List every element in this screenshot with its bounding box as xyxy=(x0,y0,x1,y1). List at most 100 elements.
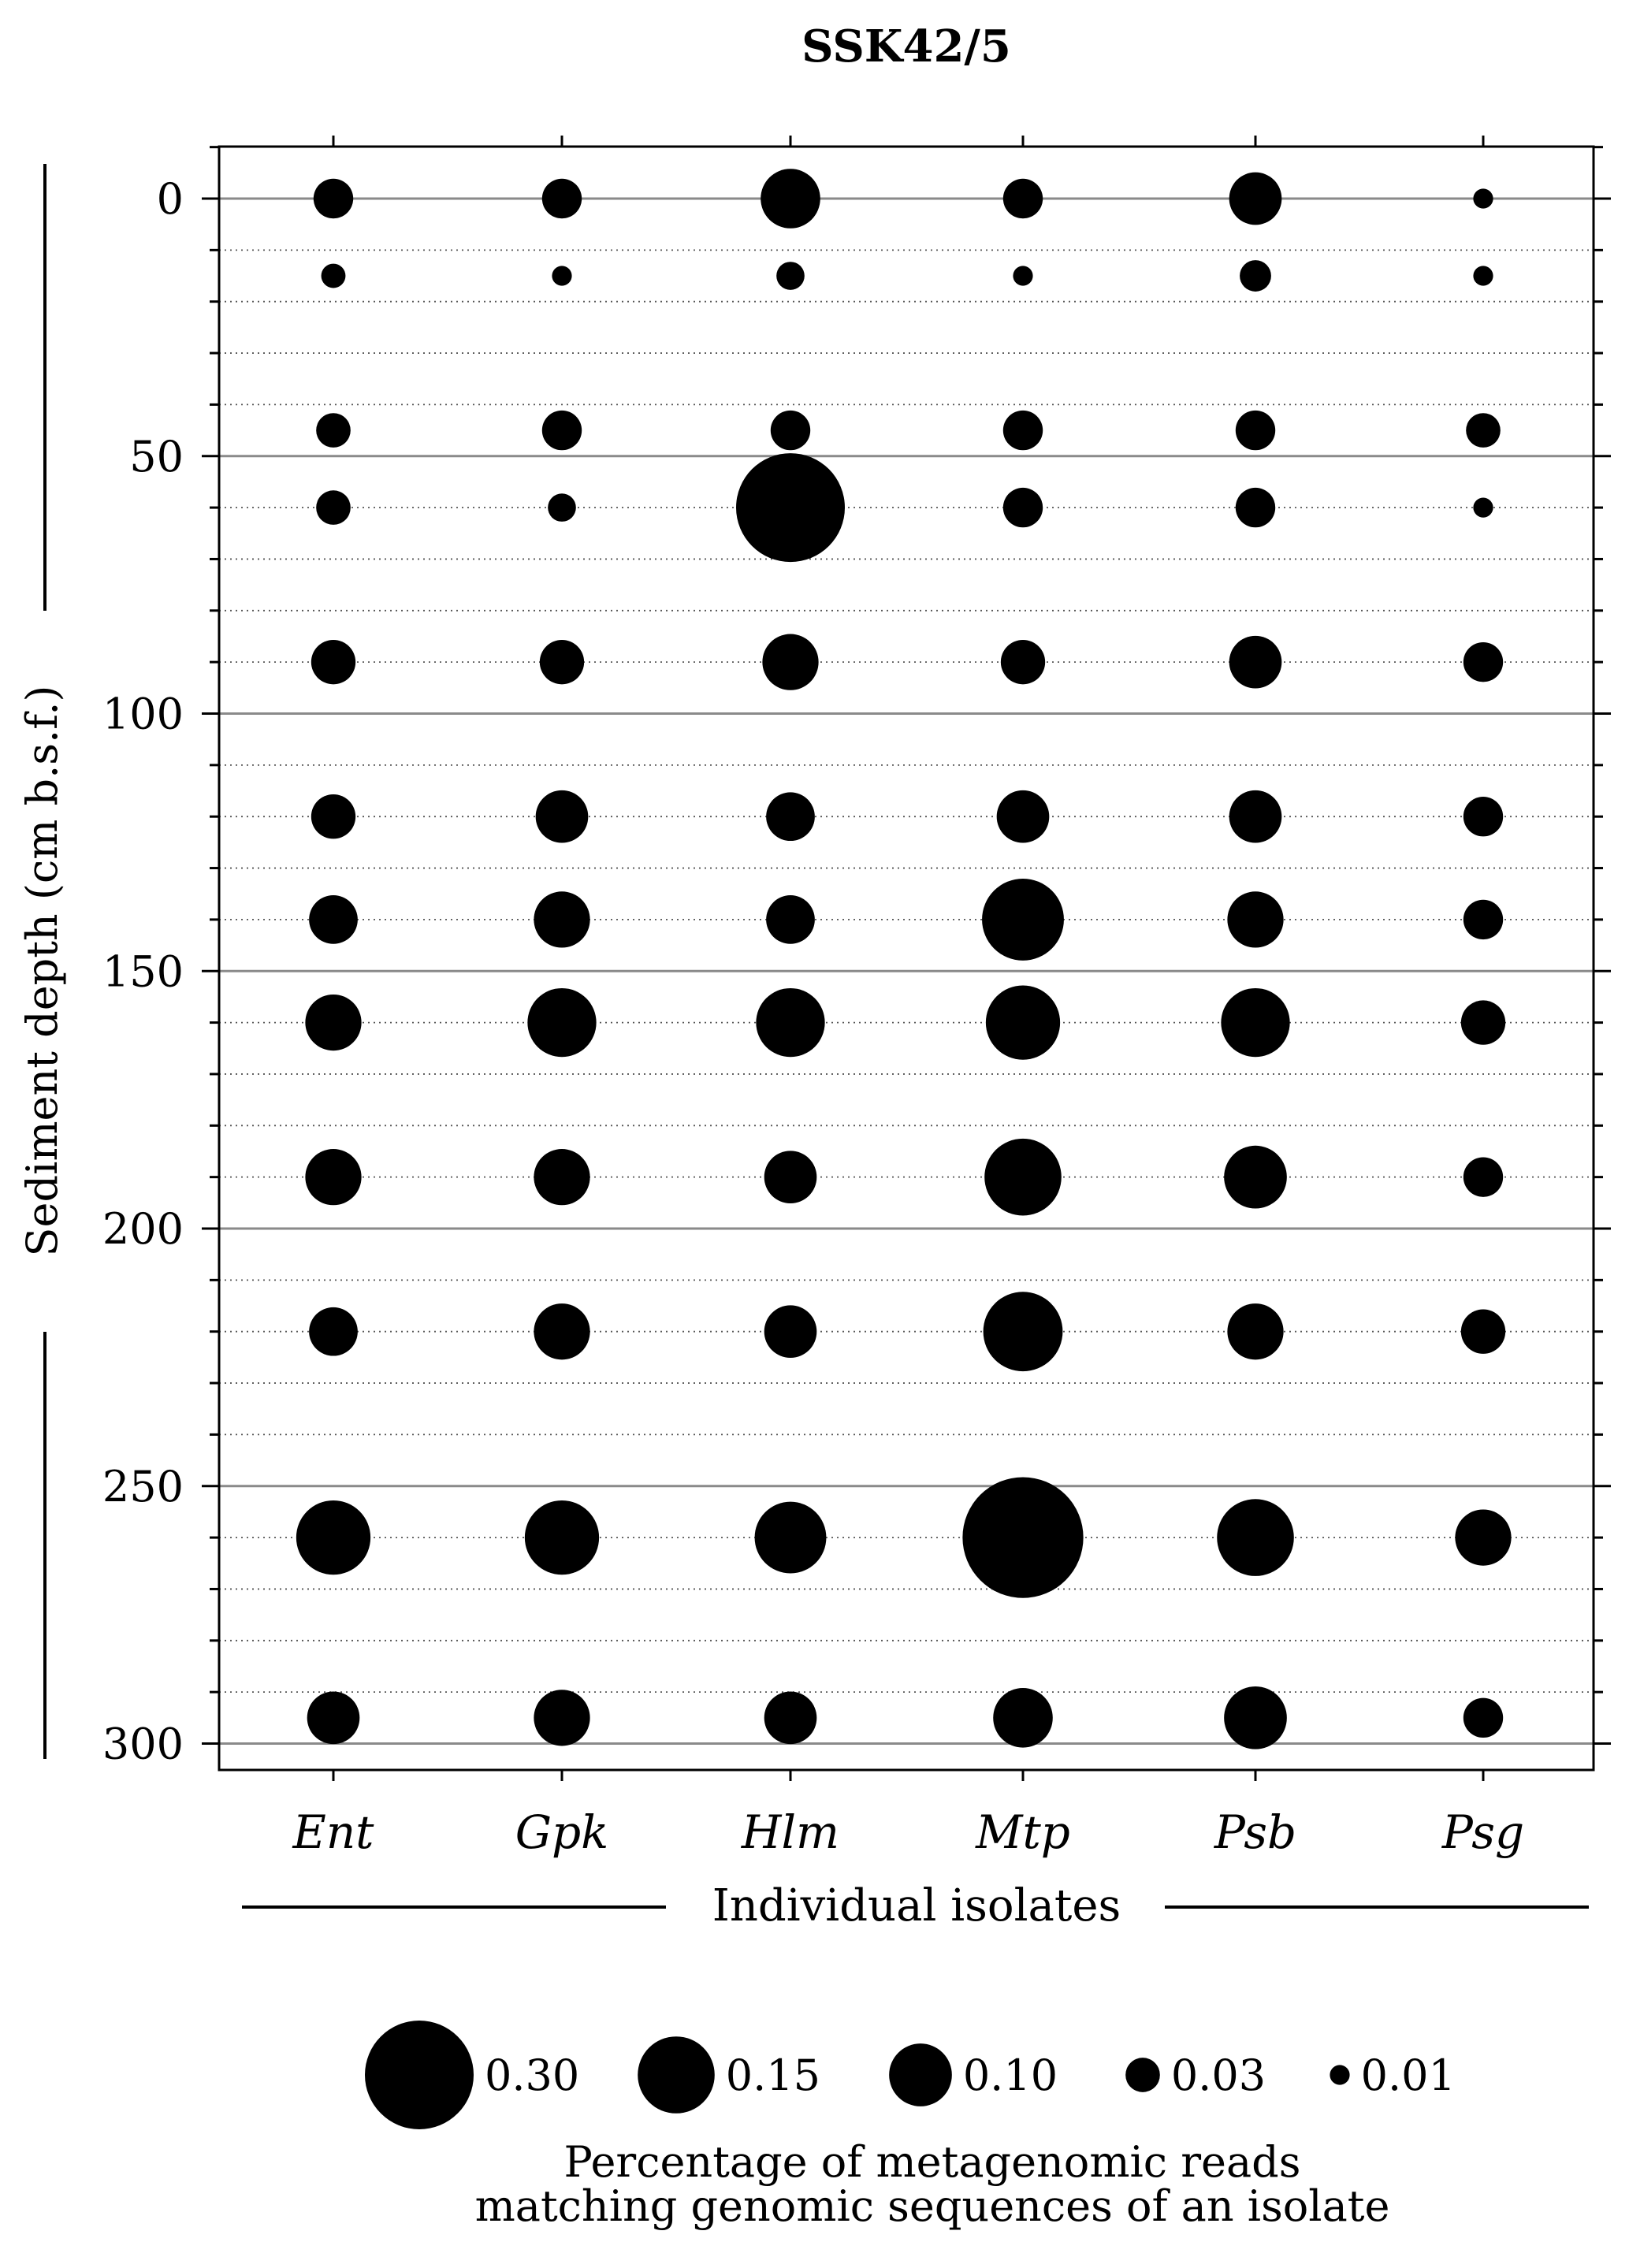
legend-title-line1: Percentage of metagenomic reads xyxy=(564,2137,1301,2187)
legend-bubble-0.10 xyxy=(889,2043,952,2106)
bubble-hlm-220 xyxy=(764,1305,817,1359)
legend-bubble-0.03 xyxy=(1125,2058,1160,2092)
y-axis-title-group: Sediment depth (cm b.s.f.) xyxy=(17,164,67,1759)
bubble-ent-0 xyxy=(313,178,354,219)
size-legend: 0.30 0.15 0.10 0.03 0.01 xyxy=(365,2021,1456,2129)
legend-label-0.30: 0.30 xyxy=(485,2050,579,2100)
y-tick-label: 200 xyxy=(102,1204,184,1254)
bubble-hlm-45 xyxy=(770,410,811,451)
bubble-gpk-15 xyxy=(552,266,572,286)
bubble-gpk-120 xyxy=(535,790,589,843)
bubble-ent-45 xyxy=(316,413,351,448)
x-tick-labels: Ent Gpk Hlm Mtp Psb Psg xyxy=(292,1805,1524,1859)
bubble-psg-15 xyxy=(1473,266,1493,286)
bubble-ent-190 xyxy=(305,1149,362,1206)
x-tick-label-ent: Ent xyxy=(292,1805,374,1859)
bubble-mtp-90 xyxy=(1000,639,1046,685)
y-tick-label: 0 xyxy=(157,174,184,224)
bubble-hlm-140 xyxy=(766,895,815,944)
bubble-ent-140 xyxy=(309,895,358,944)
plot-frame xyxy=(218,145,1595,1772)
y-tick-label: 300 xyxy=(102,1720,184,1769)
y-tick-labels: 0 50 100 150 200 250 300 xyxy=(102,174,184,1769)
bubble-psg-295 xyxy=(1463,1697,1504,1738)
bubble-hlm-160 xyxy=(756,987,825,1058)
bubble-gpk-260 xyxy=(524,1500,600,1575)
x-tick-label-psb: Psb xyxy=(1214,1805,1296,1859)
bubble-hlm-260 xyxy=(754,1501,827,1574)
bubble-psb-190 xyxy=(1224,1145,1287,1209)
bubble-psg-260 xyxy=(1455,1509,1512,1566)
bubble-gpk-0 xyxy=(541,178,582,219)
bubble-ent-160 xyxy=(305,994,362,1051)
bubble-gpk-60 xyxy=(548,493,576,522)
y-tick-label: 250 xyxy=(102,1462,184,1511)
bubble-psb-160 xyxy=(1221,987,1290,1058)
bubble-psb-0 xyxy=(1229,172,1282,225)
legend-bubble-0.15 xyxy=(638,2036,715,2114)
bubble-ent-295 xyxy=(307,1691,360,1745)
bubble-psb-45 xyxy=(1235,410,1276,451)
bubble-ent-15 xyxy=(321,263,346,288)
legend-label-0.10: 0.10 xyxy=(963,2050,1058,2100)
x-tick-label-mtp: Mtp xyxy=(975,1805,1070,1859)
bubble-gpk-190 xyxy=(534,1149,590,1206)
bubble-psg-160 xyxy=(1460,1000,1506,1045)
legend-bubble-0.30 xyxy=(365,2021,474,2129)
bubble-ent-90 xyxy=(311,639,356,685)
bubble-gpk-45 xyxy=(541,410,582,451)
axis-ticks xyxy=(202,136,1611,1781)
legend-label-0.15: 0.15 xyxy=(726,2050,820,2100)
bubble-hlm-120 xyxy=(766,792,815,842)
bubble-gpk-160 xyxy=(527,987,597,1058)
bubble-mtp-60 xyxy=(1002,487,1043,528)
bubble-psg-120 xyxy=(1463,796,1504,837)
bubble-psg-0 xyxy=(1473,188,1493,209)
bubble-psb-140 xyxy=(1227,891,1284,948)
bubble-psg-60 xyxy=(1473,497,1493,518)
y-tick-label: 50 xyxy=(129,432,184,481)
legend-label-0.01: 0.01 xyxy=(1361,2050,1456,2100)
bubble-psg-90 xyxy=(1463,641,1504,682)
bubble-ent-120 xyxy=(311,794,356,839)
bubble-psg-45 xyxy=(1466,413,1501,448)
bubble-hlm-15 xyxy=(776,262,805,290)
grid-lines xyxy=(219,197,1594,1745)
bubble-ent-260 xyxy=(296,1500,371,1575)
y-tick-label: 150 xyxy=(102,946,184,996)
bubble-hlm-60 xyxy=(736,453,845,563)
y-axis-label: Sediment depth (cm b.s.f.) xyxy=(17,686,67,1257)
y-tick-label: 100 xyxy=(102,690,184,739)
bubble-mtp-0 xyxy=(1002,178,1043,219)
bubble-psb-15 xyxy=(1240,260,1271,292)
bubble-psb-120 xyxy=(1229,790,1282,843)
bubble-psg-190 xyxy=(1463,1157,1504,1197)
bubble-hlm-295 xyxy=(764,1691,817,1745)
bubble-hlm-0 xyxy=(761,169,820,229)
bubble-mtp-45 xyxy=(1002,410,1043,451)
bubble-mtp-190 xyxy=(984,1138,1062,1216)
bubble-mtp-295 xyxy=(993,1688,1053,1748)
bubble-psb-220 xyxy=(1227,1303,1284,1360)
bubble-psg-220 xyxy=(1460,1309,1506,1354)
data-bubbles xyxy=(296,169,1512,1749)
bubble-ent-60 xyxy=(316,490,351,525)
chart-title: SSK42/5 xyxy=(801,20,1011,73)
bubble-gpk-140 xyxy=(534,891,590,948)
x-tick-label-psg: Psg xyxy=(1441,1805,1524,1859)
bubble-psb-60 xyxy=(1235,487,1276,528)
bubble-hlm-90 xyxy=(762,634,819,690)
bubble-gpk-90 xyxy=(539,639,585,685)
x-tick-label-gpk: Gpk xyxy=(515,1805,609,1859)
bubble-gpk-220 xyxy=(534,1303,590,1360)
bubble-mtp-260 xyxy=(962,1477,1084,1598)
x-axis-label: Individual isolates xyxy=(712,1880,1121,1932)
legend-title-line2: matching genomic sequences of an isolate xyxy=(475,2181,1390,2231)
bubble-mtp-140 xyxy=(982,878,1064,961)
legend-label-0.03: 0.03 xyxy=(1171,2050,1266,2100)
bubble-psb-295 xyxy=(1224,1686,1287,1749)
bubble-psb-260 xyxy=(1217,1499,1294,1576)
bubble-mtp-15 xyxy=(1013,266,1033,286)
bubble-psb-90 xyxy=(1229,635,1282,689)
